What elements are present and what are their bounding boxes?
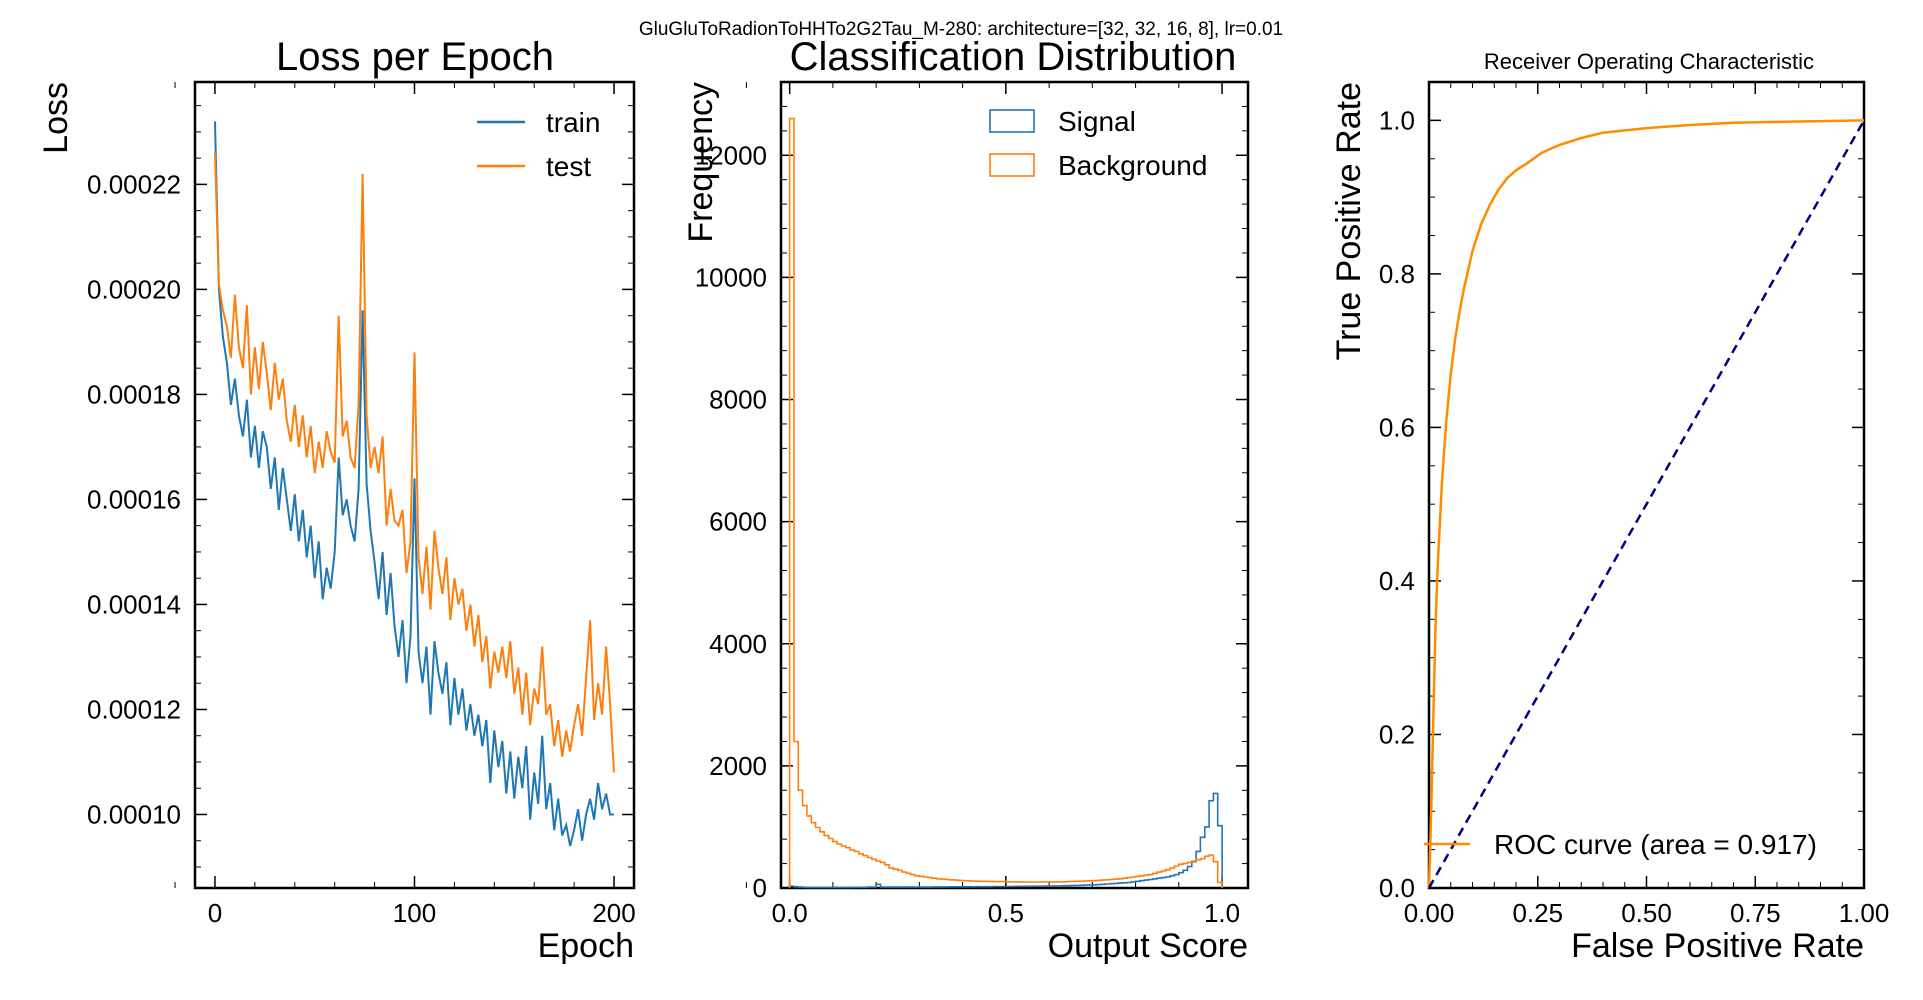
classification-distribution-panel: Classification Distribution Output Score… xyxy=(682,35,1250,965)
loss-y-tick-label: 0.00016 xyxy=(87,484,181,514)
roc-x-tick-label: 0.50 xyxy=(1621,898,1672,928)
roc-y-tick-label: 0.6 xyxy=(1379,412,1415,442)
classification-plot-title: Classification Distribution xyxy=(790,35,1237,79)
loss-x-tick-label: 100 xyxy=(393,898,436,928)
loss-x-tick-label: 0 xyxy=(208,898,222,928)
classification-y-tick-label: 12000 xyxy=(695,140,767,170)
roc-diagonal-reference-line xyxy=(1427,119,1866,889)
classification-y-tick-label: 4000 xyxy=(709,629,767,659)
roc-y-tick-label: 0.4 xyxy=(1379,566,1415,596)
roc-x-axis-label: False Positive Rate xyxy=(1571,927,1864,965)
roc-x-tick-label: 1.00 xyxy=(1839,898,1890,928)
figure-suptitle: GluGluToRadionToHHTo2G2Tau_M-280: archit… xyxy=(639,19,1283,40)
loss-y-tick-label: 0.00020 xyxy=(87,274,181,304)
roc-curve-line xyxy=(1427,119,1865,889)
classification-axes-frame xyxy=(779,80,1250,890)
loss-series-train-line xyxy=(214,121,614,847)
legend-swatch-signal xyxy=(989,109,1035,133)
histogram-signal-step xyxy=(788,792,1223,889)
roc-x-tick-label: 0.75 xyxy=(1730,898,1781,928)
classification-y-tick-label: 6000 xyxy=(709,507,767,537)
loss-y-tick-label: 0.00012 xyxy=(87,694,181,724)
loss-per-epoch-panel: Loss per Epoch Epoch Loss 0 100 200 0.00010… xyxy=(37,35,636,965)
classification-y-tick-label: 10000 xyxy=(695,262,767,292)
classification-y-tick-label: 2000 xyxy=(709,751,767,781)
roc-x-tick-label: 0.25 xyxy=(1512,898,1563,928)
histogram-background-step xyxy=(788,117,1223,888)
legend-swatch-background xyxy=(989,153,1035,177)
roc-y-tick-label: 0.0 xyxy=(1379,873,1415,903)
loss-plot-title: Loss per Epoch xyxy=(276,35,554,79)
classification-x-tick-label: 0.5 xyxy=(988,898,1024,928)
loss-series-test-line xyxy=(214,152,615,773)
roc-axes-frame xyxy=(1427,80,1866,890)
classification-y-tick-label: 8000 xyxy=(709,385,767,415)
loss-y-tick-label: 0.00014 xyxy=(87,589,181,619)
roc-y-axis-label: True Positive Rate xyxy=(1330,82,1368,360)
classification-x-tick-label: 1.0 xyxy=(1204,898,1240,928)
roc-panel: Receiver Operating Characteristic False … xyxy=(1330,49,1889,965)
roc-plot-title: Receiver Operating Characteristic xyxy=(1484,49,1814,74)
legend-label-roc-curve: ROC curve (area = 0.917) xyxy=(1494,829,1817,860)
loss-y-tick-label: 0.00022 xyxy=(87,169,181,199)
loss-x-tick-label: 200 xyxy=(592,898,635,928)
classification-x-axis-label: Output Score xyxy=(1048,927,1248,965)
loss-y-axis-label: Loss xyxy=(37,82,75,154)
roc-y-tick-label: 1.0 xyxy=(1379,105,1415,135)
classification-y-tick-label: 0 xyxy=(753,873,767,903)
roc-y-tick-label: 0.8 xyxy=(1379,259,1415,289)
legend-label-test: test xyxy=(546,151,591,182)
roc-x-tick-label: 0.00 xyxy=(1404,898,1455,928)
loss-y-tick-label: 0.00010 xyxy=(87,799,181,829)
roc-y-tick-label: 0.2 xyxy=(1379,719,1415,749)
legend-label-train: train xyxy=(546,107,600,138)
legend-label-signal: Signal xyxy=(1058,106,1136,137)
loss-x-axis-label: Epoch xyxy=(538,927,634,965)
legend-label-background: Background xyxy=(1058,150,1207,181)
loss-y-tick-label: 0.00018 xyxy=(87,379,181,409)
classification-y-axis-label: Frequency xyxy=(682,82,720,243)
classification-x-tick-label: 0.0 xyxy=(772,898,808,928)
